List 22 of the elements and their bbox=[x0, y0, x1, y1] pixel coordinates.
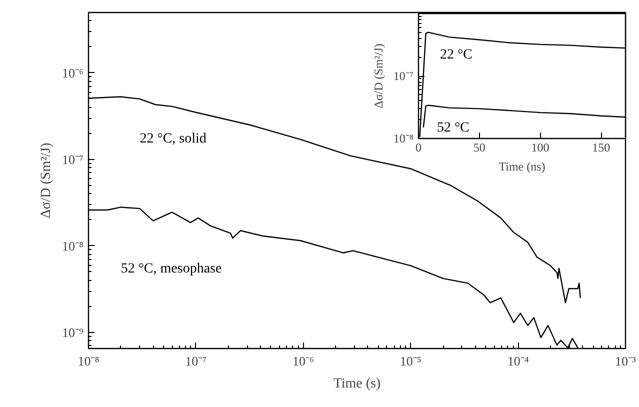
series-label: 22 °C bbox=[440, 48, 472, 63]
x-tick-label: 150 bbox=[592, 140, 610, 154]
x-tick-label: 10⁻⁴ bbox=[507, 354, 530, 368]
y-axis-title: Δσ/D (Sm²/J) bbox=[371, 44, 386, 108]
series-label: 22 °C, solid bbox=[140, 131, 206, 146]
x-tick-label: 0 bbox=[416, 140, 422, 154]
legend-label: 52 °C, mesophase bbox=[120, 262, 222, 277]
x-tick-label: 10⁻³ bbox=[615, 354, 636, 368]
x-tick-label: 50 bbox=[473, 140, 486, 154]
x-axis-title: Time (ns) bbox=[498, 160, 546, 174]
x-tick-label: 10⁻⁵ bbox=[400, 354, 422, 368]
y-tick-label: 10⁻⁸ bbox=[62, 238, 84, 254]
y-tick-label: 10⁻⁶ bbox=[62, 65, 84, 80]
y-tick-label: 10⁻⁷ bbox=[62, 152, 84, 167]
series-label: 52 °C bbox=[436, 120, 470, 136]
x-axis-title: Time (s) bbox=[333, 376, 381, 392]
y-axis-title: Δσ/D (Sm²/J) bbox=[38, 142, 54, 218]
x-tick-label: 10⁻⁶ bbox=[292, 354, 314, 368]
x-tick-label: 10⁻⁸ bbox=[78, 354, 100, 368]
x-tick-label: 10⁻⁷ bbox=[185, 354, 207, 368]
x-tick-label: 100 bbox=[531, 140, 550, 154]
y-tick-label: 10⁻⁹ bbox=[62, 324, 84, 340]
